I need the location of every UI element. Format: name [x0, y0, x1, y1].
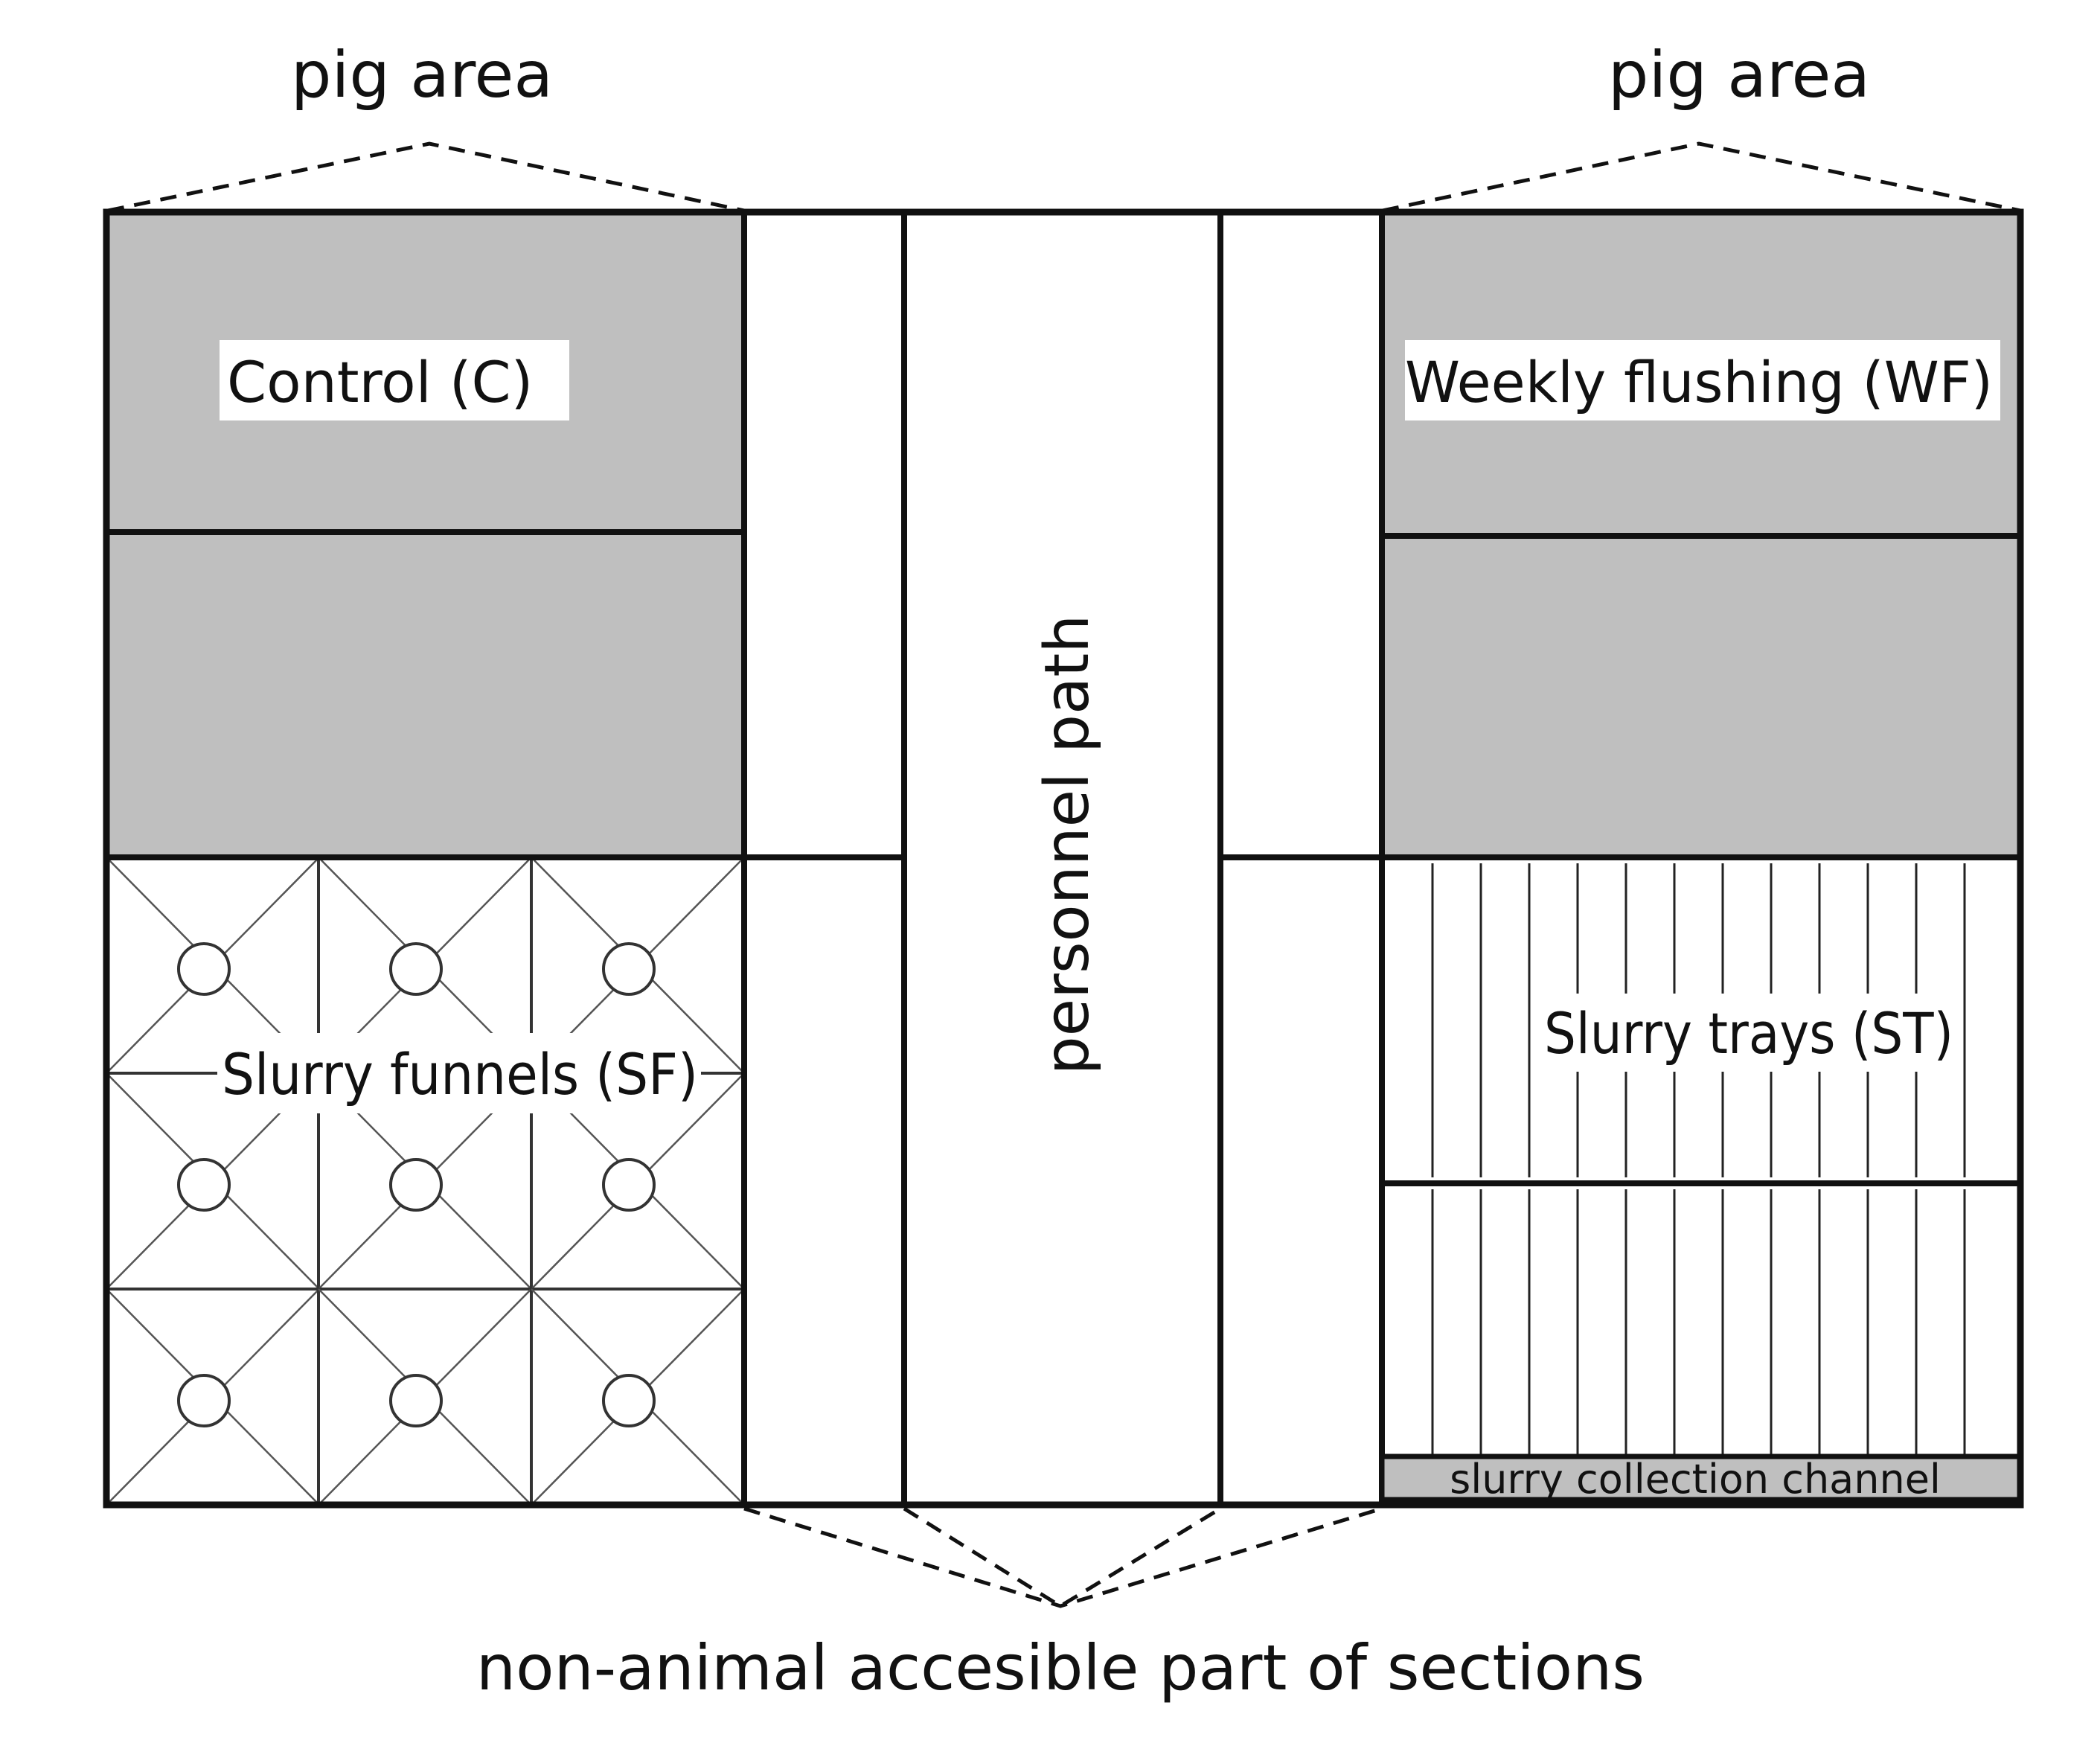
weekly-flushing-label-box [1405, 340, 2000, 420]
slurry-trays-label: Slurry trays (ST) [1544, 1000, 1953, 1066]
non-animal-section-right-lower [1217, 854, 1385, 1508]
slurry-funnels-pen [105, 856, 746, 1506]
slurry-trays-pen [1431, 863, 1966, 1455]
funnel-outlet [177, 942, 231, 996]
funnel-outlet [602, 1158, 656, 1212]
non-animal-section-left-upper [741, 209, 907, 860]
slurry-funnels-label: Slurry funnels (SF) [222, 1041, 698, 1107]
pig-area-label-right: pig area [1608, 38, 1870, 112]
funnel-outlet [177, 1374, 231, 1427]
pig-area-brace-left [107, 141, 745, 213]
slurry-collection-channel-label: slurry collection channel [1450, 1456, 1941, 1503]
barn-outline [103, 208, 2024, 1509]
pig-area-brace-right [1382, 141, 2021, 213]
control-label: Control (C) [227, 349, 533, 415]
personnel-path-label: personnel path [1032, 615, 1103, 1075]
control-label-box [220, 340, 569, 420]
funnel-outlet [389, 1374, 443, 1427]
funnel-outlet [602, 1374, 656, 1427]
weekly-flushing-pen-lower [1379, 533, 2023, 860]
non-animal-brace-inner [903, 1506, 1222, 1608]
funnel-outlet [177, 1158, 231, 1212]
weekly-flushing-label: Weekly flushing (WF) [1405, 349, 1993, 415]
funnel-outlet [389, 1158, 443, 1212]
slurry-trays-label-box [1540, 994, 1961, 1072]
slurry-funnels-label-box [217, 1033, 701, 1113]
non-animal-label: non-animal accesible part of sections [476, 1631, 1645, 1704]
control-pen-lower [103, 529, 747, 860]
non-animal-brace [743, 1506, 1383, 1608]
non-animal-section-left-lower [741, 854, 907, 1508]
pig-area-label-left: pig area [291, 38, 553, 112]
funnel-outlet [389, 942, 443, 996]
non-animal-section-right-upper [1217, 209, 1385, 860]
funnel-outlet [602, 942, 656, 996]
